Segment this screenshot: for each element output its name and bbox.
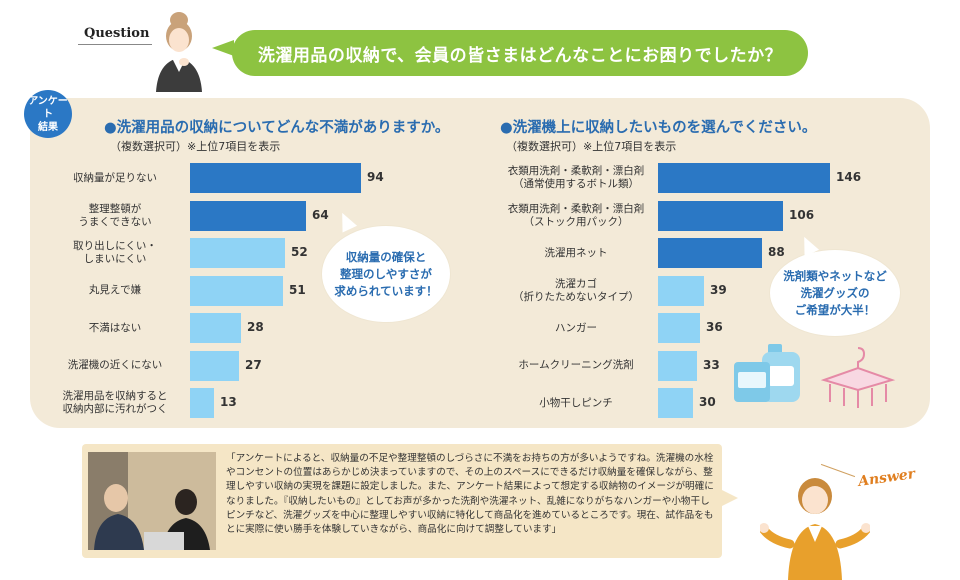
chart2-title: ●洗濯機上に収納したいものを選んでください。 (500, 120, 817, 136)
answer-text: 「アンケートによると、収納量の不足や整理整頓のしづらさに不満をお持ちの方が多いよ… (226, 453, 714, 536)
chart2-callout-line1: 洗剤類やネットなど (783, 268, 887, 283)
chart1-callout: 収納量の確保と 整理のしやすさが 求められています！ (322, 226, 450, 322)
survey-result-badge: アンケート 結果 (24, 90, 72, 138)
question-label: Question (84, 26, 150, 41)
answer-box-tail (722, 490, 738, 506)
clothes-pin-hanger-icon (820, 347, 896, 408)
chart1-callout-line1: 収納量の確保と (345, 249, 427, 264)
meeting-photo (88, 452, 216, 550)
woman-thinking-icon (156, 12, 202, 92)
woman-presenting-icon (760, 478, 870, 580)
chart1-callout-line2: 整理のしやすさが (340, 266, 432, 281)
chart1-callout-line3: 求められています！ (334, 283, 438, 298)
chart2-callout-line2: 洗濯グッズの (800, 285, 870, 300)
question-bubble-tail (212, 40, 234, 56)
chart2-callout: 洗剤類やネットなど 洗濯グッズの ご希望が大半！ (770, 250, 900, 336)
chart1-subtitle: （複数選択可）※上位7項目を表示 (110, 140, 281, 153)
detergent-bottles-icon (734, 344, 800, 402)
question-bubble: 洗濯用品の収納で、会員の皆さまはどんなことにお困りでしたか？ (232, 30, 808, 76)
badge-line2: 結果 (38, 121, 58, 133)
chart2-subtitle: （複数選択可）※上位7項目を表示 (506, 140, 677, 153)
badge-line1: アンケート (28, 95, 68, 120)
question-underline (78, 44, 152, 45)
chart1-title: ●洗濯用品の収納についてどんな不満がありますか。 (104, 120, 450, 136)
chart2-callout-line3: ご希望が大半！ (794, 302, 876, 317)
